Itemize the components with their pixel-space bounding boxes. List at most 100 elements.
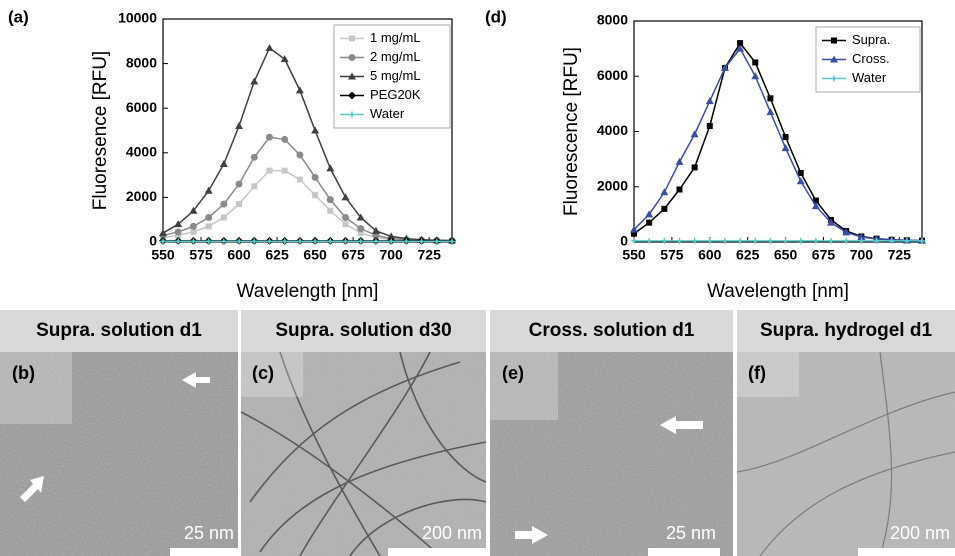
marker: [675, 236, 684, 245]
panel-letter: (a): [8, 7, 29, 26]
x-axis-title: Wavelength [nm]: [237, 281, 379, 302]
legend-label: Water: [852, 70, 887, 85]
marker: [296, 176, 303, 183]
panel-title: Supra. solution d1: [0, 310, 238, 352]
y-tick-label: 4000: [126, 144, 157, 160]
marker: [661, 205, 668, 212]
micrograph: (b) 25 nm: [0, 352, 238, 556]
marker: [235, 122, 244, 130]
marker: [265, 133, 273, 141]
marker: [630, 236, 638, 245]
marker: [265, 43, 274, 51]
legend-label: 1 mg/mL: [370, 30, 421, 45]
marker: [767, 95, 774, 102]
panel-title: Cross. solution d1: [490, 310, 733, 352]
marker: [204, 237, 213, 246]
legend-marker: [349, 35, 355, 42]
arrow: [515, 526, 548, 544]
marker: [235, 237, 244, 246]
marker: [812, 197, 819, 204]
marker: [751, 236, 760, 245]
marker: [159, 229, 167, 237]
arrow: [20, 476, 44, 502]
marker: [902, 236, 911, 245]
scale-bar-label: 200 nm: [422, 523, 482, 543]
marker: [872, 236, 881, 245]
marker: [827, 218, 836, 226]
y-tick-label: 8000: [126, 54, 157, 70]
marker: [705, 97, 714, 105]
marker: [265, 237, 274, 246]
marker: [690, 236, 699, 245]
marker: [782, 134, 789, 141]
x-tick-label: 650: [303, 247, 327, 263]
x-tick-label: 650: [774, 247, 798, 263]
marker: [189, 222, 197, 230]
x-tick-label: 575: [189, 247, 213, 263]
micrographs: (b) 25 nm (c) 200 nm: [0, 352, 955, 556]
scale-bar-label: 25 nm: [184, 523, 234, 543]
marker: [356, 237, 365, 246]
marker: [251, 183, 258, 190]
marker: [280, 55, 289, 63]
marker: [706, 122, 713, 129]
marker: [811, 202, 820, 210]
marker: [189, 206, 198, 214]
marker: [811, 236, 820, 245]
marker: [796, 236, 805, 245]
scale-bar: [858, 548, 955, 556]
marker: [189, 237, 198, 246]
arrow: [182, 372, 210, 388]
marker: [448, 237, 456, 246]
micrograph: (f) 200 nm: [736, 352, 955, 556]
marker: [675, 157, 684, 165]
legend-label: Water: [370, 106, 405, 121]
marker: [720, 236, 729, 245]
marker: [736, 236, 745, 245]
marker: [766, 108, 775, 116]
marker: [174, 220, 183, 228]
marker: [341, 237, 350, 246]
marker: [797, 169, 804, 176]
scale-bar-label: 25 nm: [666, 523, 716, 543]
marker: [676, 186, 683, 193]
marker: [371, 237, 380, 246]
marker: [312, 192, 319, 199]
marker: [326, 164, 335, 172]
marker: [250, 153, 258, 161]
panel-label: (c): [252, 363, 274, 383]
y-tick-label: 2000: [597, 177, 628, 193]
legend-marker: [831, 37, 837, 44]
marker: [280, 237, 289, 246]
x-tick-label: 675: [812, 247, 836, 263]
marker: [266, 167, 273, 174]
legend-label: PEG20K: [370, 87, 421, 102]
y-axis-title: Fluorescence [RFU]: [561, 47, 582, 216]
legend-label: Cross.: [852, 51, 890, 66]
marker: [737, 40, 744, 47]
marker: [295, 86, 304, 94]
marker: [857, 233, 866, 241]
marker: [417, 237, 426, 246]
y-tick-label: 0: [149, 233, 157, 249]
scale-bar-label: 200 nm: [890, 523, 950, 543]
marker: [311, 126, 320, 134]
x-tick-label: 700: [850, 247, 874, 263]
marker: [311, 237, 320, 246]
x-tick-label: 625: [265, 247, 289, 263]
y-tick-label: 8000: [597, 12, 628, 28]
marker: [342, 213, 350, 221]
marker: [751, 72, 760, 80]
x-tick-label: 625: [736, 247, 760, 263]
marker: [660, 188, 669, 196]
y-tick-label: 2000: [126, 188, 157, 204]
marker: [205, 223, 212, 230]
marker: [887, 236, 896, 245]
marker: [327, 207, 334, 214]
marker: [918, 236, 926, 245]
marker: [660, 236, 669, 245]
y-axis-title: Fluoresence [RFU]: [90, 51, 111, 210]
panel-title: Supra. hydrogel d1: [737, 310, 955, 352]
x-tick-label: 550: [151, 247, 175, 263]
